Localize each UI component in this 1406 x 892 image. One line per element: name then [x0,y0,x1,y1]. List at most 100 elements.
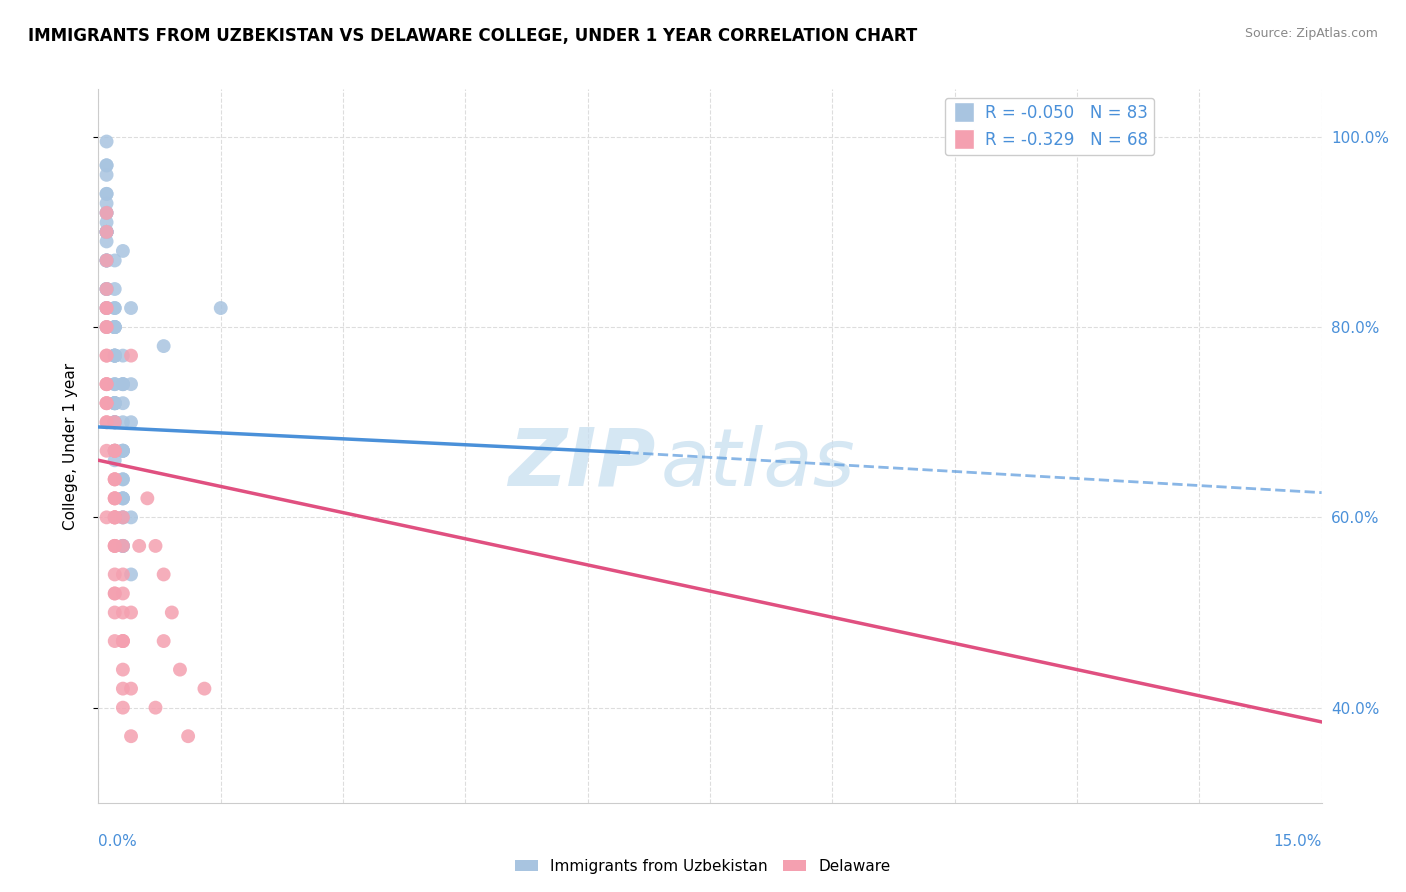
Point [96,135,118,149]
Point [96,396,118,410]
Point [104,634,127,648]
Point [96,168,118,182]
Point [111,443,134,458]
Point [104,586,127,600]
Point [96,235,118,249]
Point [96,225,118,239]
Point [120,681,142,696]
Point [104,320,127,334]
Point [96,215,118,229]
Point [111,415,134,429]
Point [96,301,118,315]
Point [111,539,134,553]
Point [104,472,127,486]
Point [96,186,118,201]
Point [111,491,134,506]
Y-axis label: College, Under 1 year: College, Under 1 year [63,362,77,530]
Point [111,510,134,524]
Point [104,396,127,410]
Point [96,282,118,296]
Point [104,253,127,268]
Point [120,606,142,620]
Point [104,415,127,429]
Point [111,539,134,553]
Point [104,443,127,458]
Point [96,349,118,363]
Point [104,377,127,392]
Point [96,186,118,201]
Point [111,443,134,458]
Text: Source: ZipAtlas.com: Source: ZipAtlas.com [1244,27,1378,40]
Point [96,196,118,211]
Point [96,377,118,392]
Point [104,396,127,410]
Point [96,253,118,268]
Point [169,663,191,677]
Point [96,301,118,315]
Point [152,339,174,353]
Text: ZIP: ZIP [508,425,655,503]
Point [104,349,127,363]
Point [111,349,134,363]
Text: 15.0%: 15.0% [1274,834,1322,849]
Point [111,443,134,458]
Point [104,301,127,315]
Point [96,415,118,429]
Point [111,377,134,392]
Point [96,282,118,296]
Point [104,349,127,363]
Point [104,586,127,600]
Point [111,634,134,648]
Point [104,415,127,429]
Point [104,443,127,458]
Point [96,253,118,268]
Point [96,225,118,239]
Point [193,681,215,696]
Point [104,491,127,506]
Point [111,244,134,258]
Point [96,253,118,268]
Point [111,396,134,410]
Point [104,510,127,524]
Point [104,443,127,458]
Point [104,491,127,506]
Point [104,320,127,334]
Point [104,349,127,363]
Point [104,415,127,429]
Point [104,539,127,553]
Point [104,453,127,467]
Point [96,253,118,268]
Point [96,443,118,458]
Point [111,377,134,392]
Point [136,491,159,506]
Point [96,320,118,334]
Point [96,225,118,239]
Point [111,491,134,506]
Point [120,415,142,429]
Point [111,472,134,486]
Point [111,567,134,582]
Point [111,491,134,506]
Point [96,282,118,296]
Point [104,510,127,524]
Point [96,301,118,315]
Point [128,539,150,553]
Point [104,510,127,524]
Point [104,349,127,363]
Point [96,349,118,363]
Point [111,606,134,620]
Point [111,700,134,714]
Point [96,320,118,334]
Legend: R = -0.050   N = 83, R = -0.329   N = 68: R = -0.050 N = 83, R = -0.329 N = 68 [945,97,1154,155]
Text: 0.0%: 0.0% [98,834,138,849]
Point [160,606,183,620]
Point [104,443,127,458]
Point [104,443,127,458]
Point [104,396,127,410]
Point [96,377,118,392]
Point [96,225,118,239]
Point [96,415,118,429]
Point [96,225,118,239]
Point [104,349,127,363]
Point [111,634,134,648]
